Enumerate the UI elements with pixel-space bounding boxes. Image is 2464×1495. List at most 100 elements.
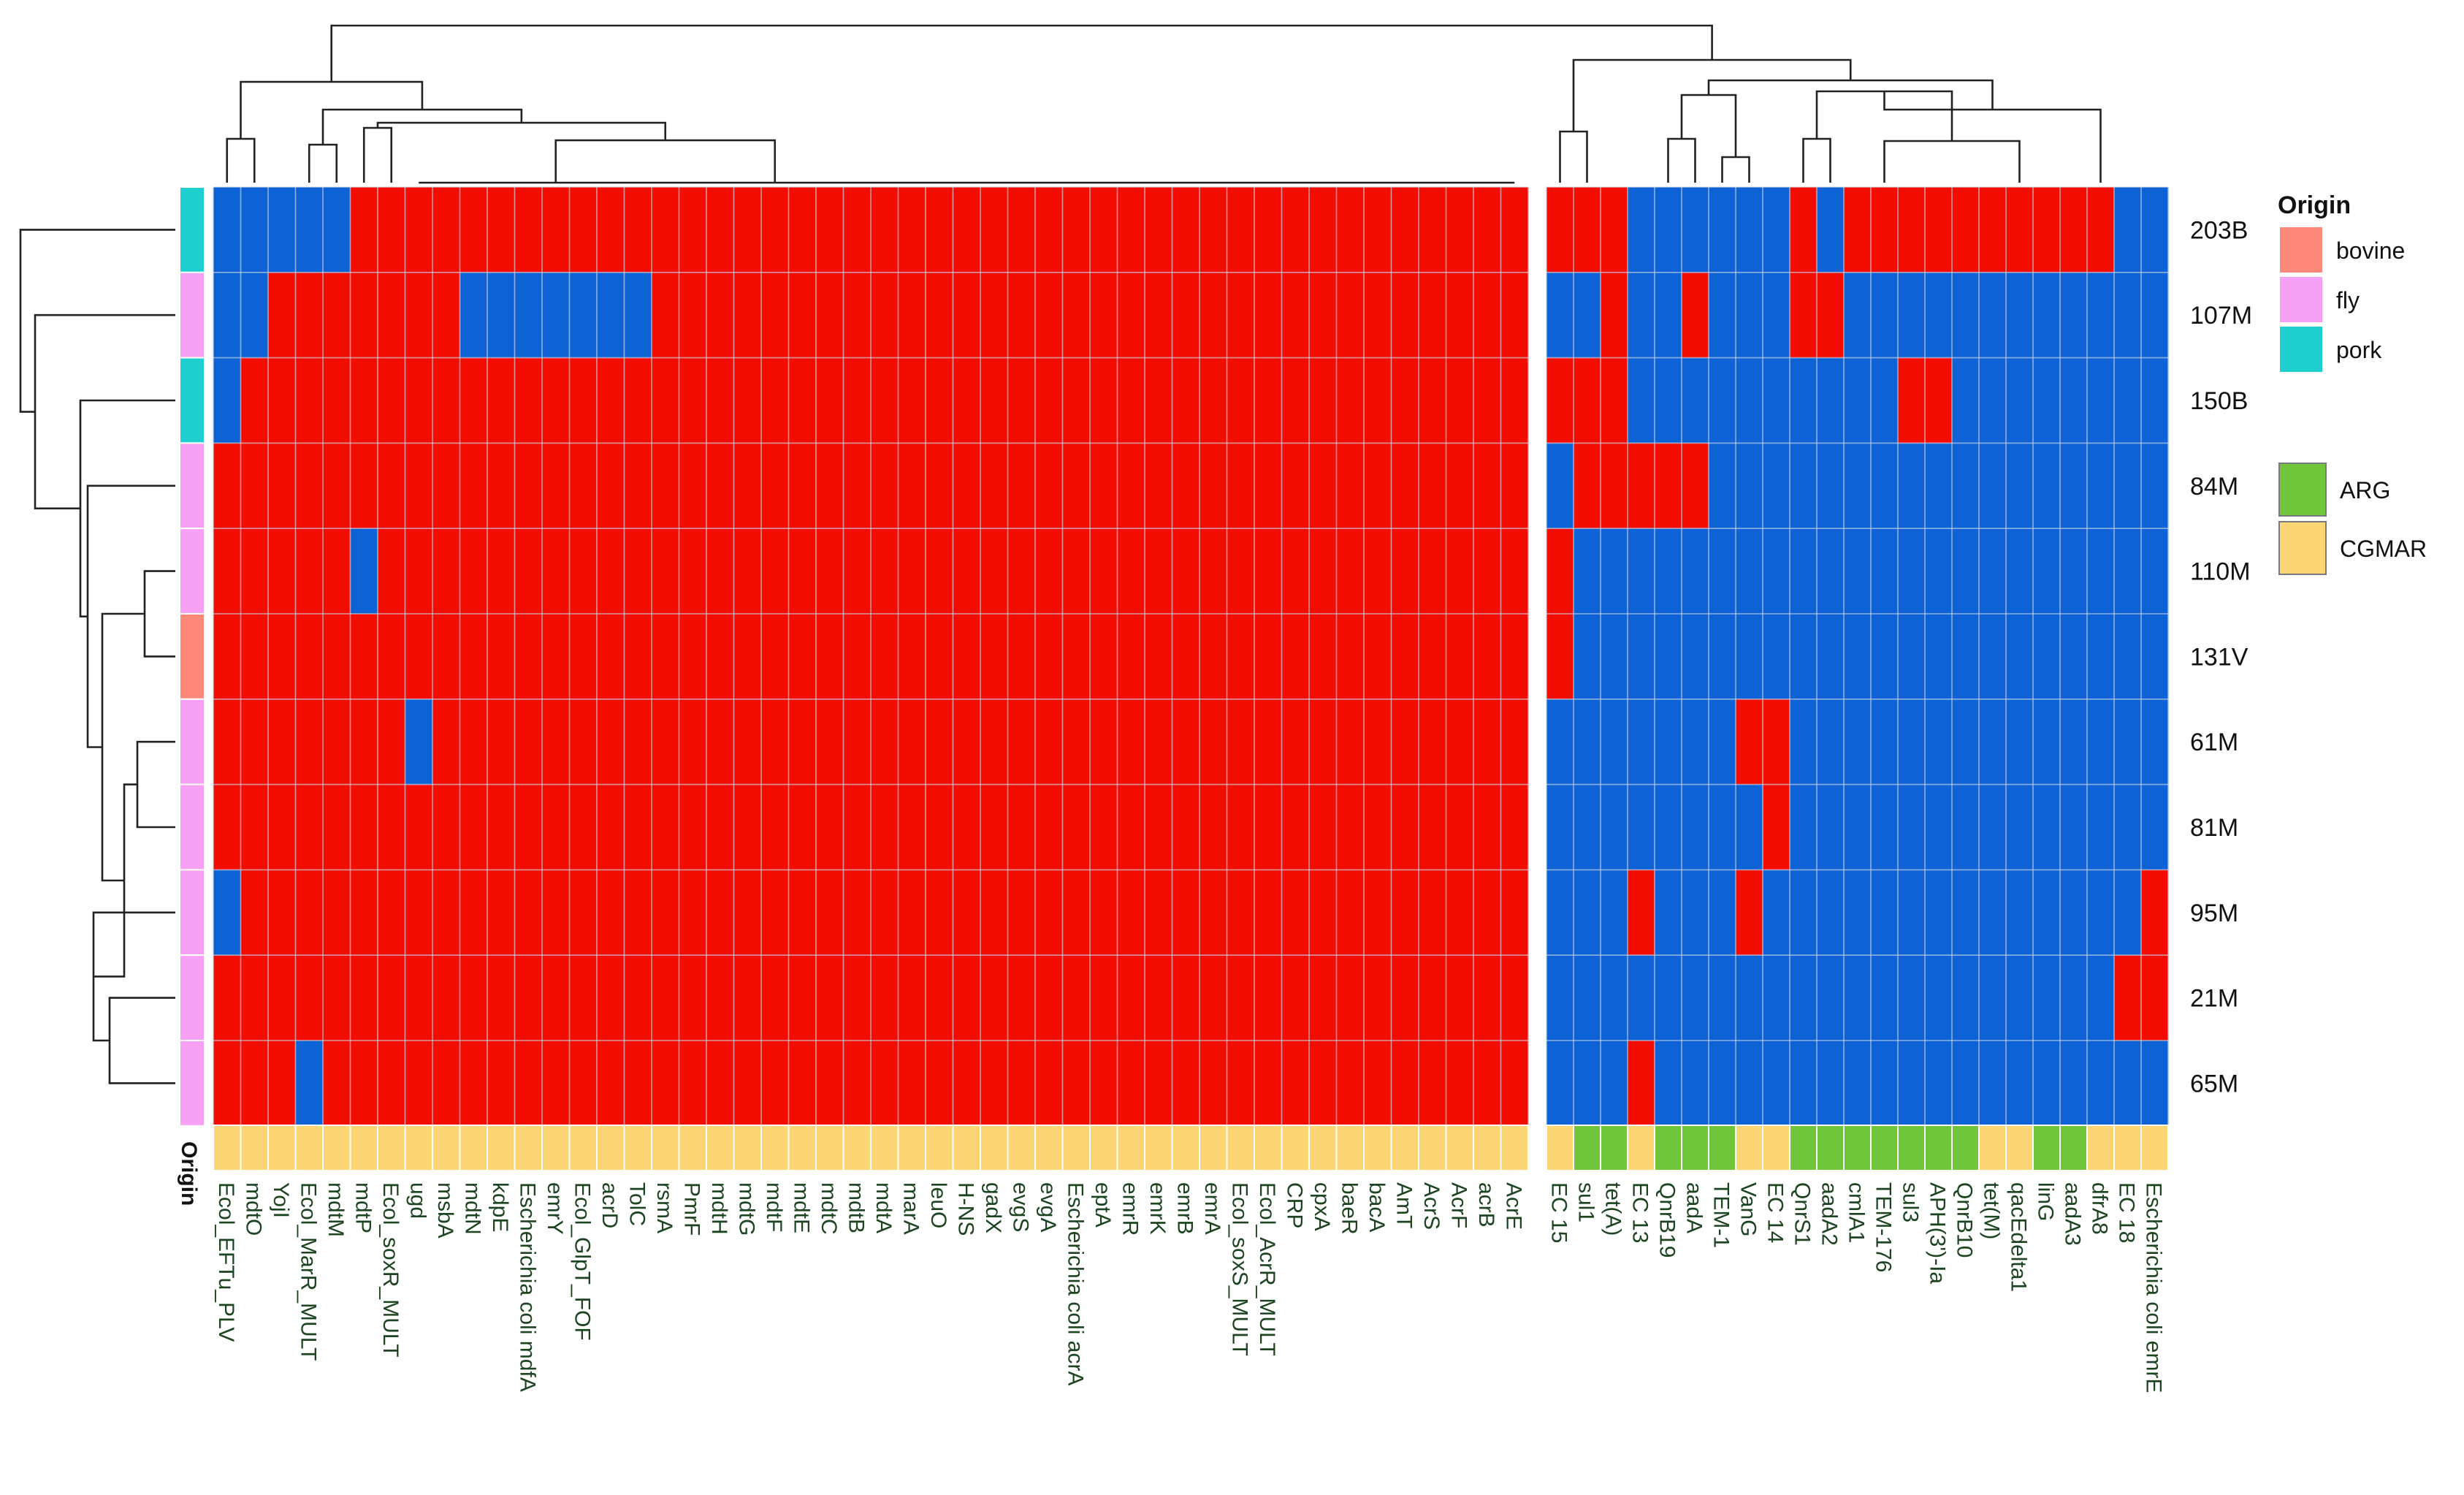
heatmap-cell xyxy=(1035,784,1063,870)
heatmap-cell xyxy=(1035,187,1063,273)
heatmap-cell xyxy=(1364,272,1392,359)
heatmap-cell xyxy=(706,272,734,359)
row-label: 95M xyxy=(2190,899,2238,927)
heatmap-cell xyxy=(1628,955,1655,1041)
column-type-cell-cgmar xyxy=(1335,1125,1365,1171)
row-dendrogram xyxy=(19,229,175,1084)
heatmap-cell xyxy=(1925,955,1953,1041)
column-label: kdpE xyxy=(488,1182,512,1232)
heatmap-cell xyxy=(1227,528,1255,615)
heatmap-cell xyxy=(1790,614,1818,700)
heatmap-cell xyxy=(1254,187,1282,273)
heatmap-cell xyxy=(2033,1041,2061,1127)
heatmap-cell xyxy=(953,187,981,273)
heatmap-cell xyxy=(1007,614,1036,700)
heatmap-cell xyxy=(542,699,570,785)
heatmap-cell xyxy=(2087,955,2115,1041)
legend-label: CGMAR xyxy=(2340,536,2427,562)
column-label: mdtA xyxy=(871,1182,896,1233)
heatmap-cell xyxy=(953,272,981,359)
heatmap-cell xyxy=(1682,699,1709,785)
heatmap-cell xyxy=(788,699,817,785)
heatmap-cell xyxy=(1500,443,1529,529)
heatmap-cell xyxy=(323,614,351,700)
column-type-cell-cgmar xyxy=(1735,1125,1763,1171)
column-type-cell-cgmar xyxy=(870,1125,899,1171)
heatmap-cell xyxy=(514,614,543,700)
heatmap-cell xyxy=(898,699,926,785)
heatmap-cell xyxy=(871,528,899,615)
heatmap-cell xyxy=(624,784,652,870)
heatmap-cell xyxy=(1062,870,1091,956)
heatmap-cell xyxy=(1007,1041,1036,1127)
heatmap-cell xyxy=(980,870,1008,956)
heatmap-cell xyxy=(2087,614,2115,700)
column-label: Escherichia coli acrA xyxy=(1063,1182,1087,1385)
heatmap-cell xyxy=(679,1041,707,1127)
heatmap-cell xyxy=(733,272,762,359)
heatmap-cell xyxy=(898,955,926,1041)
heatmap-cell xyxy=(514,357,543,444)
heatmap-cell xyxy=(597,1041,625,1127)
row-origin-cell-fly xyxy=(179,528,205,615)
column-label: Escherichia coli emrE xyxy=(2142,1182,2166,1393)
heatmap-cell xyxy=(1254,272,1282,359)
column-type-cell-cgmar xyxy=(1144,1125,1173,1171)
heatmap-cell xyxy=(2114,699,2142,785)
heatmap-cell xyxy=(624,955,652,1041)
heatmap-cell xyxy=(1709,357,1736,444)
column-type-cell-cgmar xyxy=(349,1125,378,1171)
heatmap-cell xyxy=(1546,272,1574,359)
heatmap-cell xyxy=(1062,699,1091,785)
row-label: 65M xyxy=(2190,1070,2238,1098)
heatmap-cell xyxy=(1736,699,1763,785)
heatmap-cell xyxy=(1763,187,1790,273)
heatmap-cell xyxy=(1172,357,1200,444)
row-origin-cell-fly xyxy=(179,869,205,956)
heatmap-cell xyxy=(1391,1041,1419,1127)
heatmap-cell xyxy=(1844,443,1872,529)
column-label: gadX xyxy=(981,1182,1005,1233)
heatmap-cell xyxy=(1145,784,1172,870)
heatmap-cell xyxy=(926,870,953,956)
heatmap-cell xyxy=(788,784,817,870)
column-type-cell-cgmar xyxy=(541,1125,571,1171)
heatmap-cell xyxy=(2060,614,2088,700)
heatmap-cell xyxy=(624,187,652,273)
heatmap-cell xyxy=(268,272,296,359)
column-type-cell-cgmar xyxy=(1308,1125,1338,1171)
heatmap-cell xyxy=(2060,443,2088,529)
heatmap-cell xyxy=(1601,699,1628,785)
heatmap-cell xyxy=(459,528,488,615)
legend-label: bovine xyxy=(2336,237,2405,264)
heatmap-cell xyxy=(1628,784,1655,870)
heatmap-cell xyxy=(2006,870,2034,956)
heatmap-cell xyxy=(1364,784,1392,870)
column-type-cell-arg xyxy=(1789,1125,1818,1171)
heatmap-cell xyxy=(1925,699,1953,785)
heatmap-cell xyxy=(1898,187,1926,273)
heatmap-cell xyxy=(1199,955,1227,1041)
heatmap-cell xyxy=(1117,955,1145,1041)
legend-swatch-pork xyxy=(2278,325,2324,373)
heatmap-cell xyxy=(1364,357,1392,444)
heatmap-cell xyxy=(1391,784,1419,870)
heatmap-cell xyxy=(843,528,871,615)
heatmap-cell xyxy=(2060,784,2088,870)
heatmap-cell xyxy=(1172,699,1200,785)
heatmap-cell xyxy=(432,955,460,1041)
heatmap-cell xyxy=(1227,870,1255,956)
column-label: sul3 xyxy=(1899,1182,1923,1222)
heatmap-cell xyxy=(1035,1041,1063,1127)
heatmap-cell xyxy=(1473,870,1501,956)
heatmap-cell xyxy=(1309,357,1337,444)
heatmap-cell xyxy=(1364,443,1392,529)
heatmap-cell xyxy=(1309,955,1337,1041)
legend-swatch-cgmar xyxy=(2278,521,2327,575)
heatmap-cell xyxy=(1817,528,1845,615)
heatmap-cell xyxy=(679,784,707,870)
heatmap-cell xyxy=(871,784,899,870)
heatmap-cell xyxy=(1763,614,1790,700)
heatmap-cell xyxy=(1391,272,1419,359)
heatmap-cell xyxy=(1844,699,1872,785)
